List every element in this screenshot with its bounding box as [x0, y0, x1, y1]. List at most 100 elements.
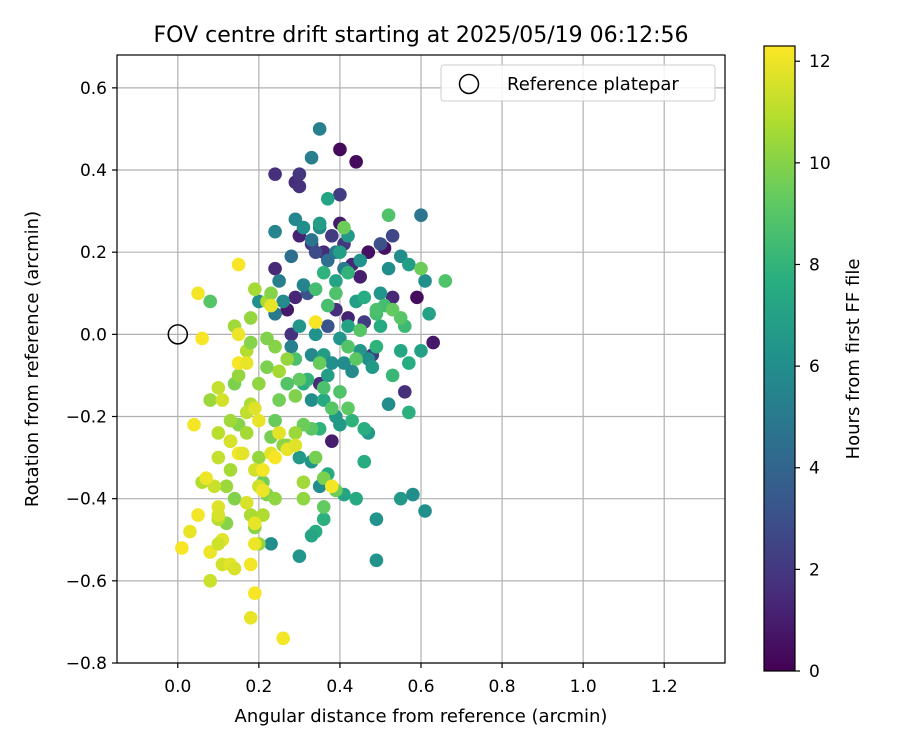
data-point — [397, 385, 412, 399]
data-point — [252, 376, 266, 391]
x-tick-label: 0.4 — [326, 677, 353, 697]
colorbar-gradient — [763, 45, 796, 672]
data-point — [268, 491, 282, 506]
data-point — [369, 302, 384, 317]
data-point — [426, 335, 440, 350]
data-point — [345, 364, 359, 379]
x-tick-label: 1.0 — [570, 677, 597, 697]
data-point — [211, 508, 226, 522]
y-tick-label: 0.4 — [80, 161, 107, 181]
data-point — [175, 541, 189, 555]
data-point — [248, 586, 262, 600]
data-point — [353, 253, 368, 268]
data-point — [320, 319, 335, 333]
y-tick-label: 0.0 — [80, 325, 107, 345]
data-point — [199, 471, 213, 485]
data-point — [341, 265, 355, 280]
data-point — [308, 450, 323, 465]
colorbar-tick-label: 8 — [809, 255, 820, 275]
data-point — [191, 286, 205, 301]
data-point — [304, 393, 319, 407]
data-point — [381, 261, 396, 276]
data-point — [223, 463, 238, 477]
colorbar-tick-label: 6 — [809, 357, 820, 377]
data-point — [288, 426, 303, 440]
data-point — [231, 327, 246, 342]
data-point — [280, 376, 295, 391]
data-point — [320, 368, 335, 383]
data-point — [422, 307, 436, 321]
legend-box — [440, 64, 716, 102]
data-point — [296, 278, 311, 292]
data-point — [223, 434, 238, 448]
data-point — [341, 401, 355, 416]
data-point — [333, 142, 347, 157]
x-tick-label: 0.2 — [245, 677, 272, 697]
data-point — [264, 286, 278, 301]
reference-platepar-marker — [167, 324, 189, 345]
data-point — [292, 179, 307, 194]
data-point — [385, 228, 400, 243]
colorbar-tick-label: 12 — [809, 52, 831, 72]
data-point — [325, 401, 339, 416]
data-point — [402, 356, 416, 370]
data-point — [292, 372, 307, 387]
data-point — [215, 393, 230, 407]
y-tick-label: −0.8 — [66, 654, 107, 674]
data-point — [235, 446, 250, 461]
data-point — [227, 561, 242, 576]
data-point — [239, 356, 254, 370]
legend: Reference platepar — [440, 64, 716, 102]
data-point — [349, 155, 363, 169]
colorbar-label: Hours from first FF file — [843, 259, 864, 460]
data-point — [325, 228, 339, 243]
data-point — [308, 282, 323, 296]
data-point — [304, 150, 319, 165]
data-point — [316, 512, 331, 527]
data-point — [304, 233, 319, 247]
data-point — [211, 537, 226, 551]
x-tick-label: 0.6 — [407, 677, 434, 697]
data-point — [316, 500, 331, 514]
data-point — [260, 360, 274, 375]
y-axis-ticks: 0.6 0.4 0.2 0.0 −0.2 −0.4 −0.6 −0.8 — [66, 79, 117, 674]
data-point — [353, 323, 368, 338]
data-point — [316, 265, 331, 280]
data-point — [333, 245, 347, 259]
grid-lines — [117, 55, 725, 664]
data-point — [381, 397, 396, 411]
data-point — [320, 298, 335, 313]
data-point — [320, 253, 335, 268]
data-point — [243, 557, 258, 572]
x-tick-label: 0.0 — [164, 677, 191, 697]
data-point — [402, 257, 416, 272]
data-point — [288, 438, 303, 453]
data-point — [252, 450, 266, 465]
y-tick-label: −0.6 — [66, 572, 107, 592]
data-point — [272, 393, 286, 407]
data-point — [410, 290, 424, 305]
data-point — [239, 426, 254, 440]
data-point — [268, 413, 282, 428]
data-point — [288, 389, 303, 403]
data-point — [333, 187, 347, 202]
data-point — [292, 167, 307, 181]
data-point — [349, 352, 363, 366]
data-point — [341, 319, 355, 333]
data-point — [325, 434, 339, 448]
colorbar-tick-label: 2 — [809, 560, 820, 580]
data-point — [211, 426, 226, 440]
data-point — [203, 393, 218, 407]
data-point — [183, 524, 197, 539]
data-point — [357, 422, 372, 436]
data-point — [414, 208, 428, 223]
data-point — [248, 401, 262, 416]
data-point — [385, 302, 400, 317]
data-point — [357, 290, 372, 305]
data-point — [239, 495, 254, 510]
data-point — [325, 356, 339, 370]
data-point — [312, 122, 327, 136]
data-point — [268, 450, 282, 465]
data-point — [438, 274, 453, 288]
data-point — [381, 208, 396, 223]
